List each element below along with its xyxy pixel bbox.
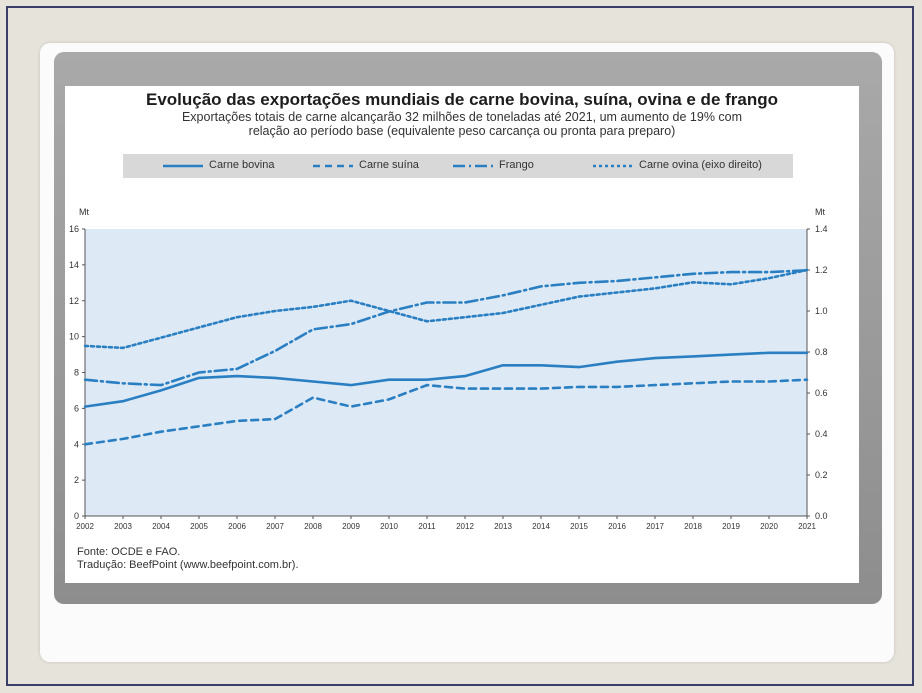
y-left-tick-label: 0 bbox=[74, 511, 79, 521]
source-line-2: Tradução: BeefPoint (www.beefpoint.com.b… bbox=[77, 559, 299, 571]
legend-label-carne-bovina: Carne bovina bbox=[209, 159, 275, 171]
y-right-tick-label: 0.8 bbox=[815, 347, 828, 357]
y-right-tick-label: 0.6 bbox=[815, 388, 828, 398]
x-tick-label: 2009 bbox=[342, 522, 360, 531]
chart-title: Evolução das exportações mundiais de car… bbox=[145, 90, 779, 109]
y-right-tick-label: 1.0 bbox=[815, 306, 828, 316]
x-tick-label: 2003 bbox=[114, 522, 132, 531]
x-tick-label: 2012 bbox=[456, 522, 474, 531]
y-right-tick-label: 0.0 bbox=[815, 511, 828, 521]
x-tick-label: 2018 bbox=[684, 522, 702, 531]
x-tick-label: 2020 bbox=[760, 522, 778, 531]
y-left-tick-label: 4 bbox=[74, 439, 79, 449]
x-tick-label: 2021 bbox=[798, 522, 816, 531]
chart-subtitle-line-2: relação ao período base (equivalente pes… bbox=[248, 124, 676, 138]
chart-subtitle: Exportações totais de carne alcançarão 3… bbox=[65, 110, 859, 138]
x-tick-label: 2017 bbox=[646, 522, 664, 531]
x-tick-label: 2010 bbox=[380, 522, 398, 531]
x-tick-label: 2008 bbox=[304, 522, 322, 531]
x-tick-label: 2014 bbox=[532, 522, 550, 531]
x-tick-label: 2006 bbox=[228, 522, 246, 531]
chart-legend: Carne bovina Carne suína Frango Carne ov… bbox=[123, 154, 793, 178]
x-tick-label: 2002 bbox=[76, 522, 94, 531]
legend-swatch-carne-suina bbox=[313, 164, 353, 168]
y-left-tick-label: 12 bbox=[69, 296, 79, 306]
legend-label-carne-ovina: Carne ovina (eixo direito) bbox=[639, 159, 762, 171]
x-tick-label: 2004 bbox=[152, 522, 170, 531]
y-left-tick-label: 6 bbox=[74, 403, 79, 413]
legend-label-carne-suina: Carne suína bbox=[359, 159, 419, 171]
y-axis-left-unit: Mt bbox=[79, 207, 89, 217]
plot-area bbox=[85, 229, 807, 516]
x-tick-label: 2019 bbox=[722, 522, 740, 531]
y-left-tick-label: 2 bbox=[74, 475, 79, 485]
legend-swatch-frango bbox=[453, 164, 493, 168]
chart-source: Fonte: OCDE e FAO. Tradução: BeefPoint (… bbox=[77, 546, 299, 572]
series-line-3 bbox=[83, 269, 809, 387]
x-tick-label: 2015 bbox=[570, 522, 588, 531]
legend-swatch-carne-ovina bbox=[593, 164, 633, 168]
y-right-tick-label: 1.4 bbox=[815, 224, 828, 234]
series-line-1 bbox=[83, 351, 809, 408]
chart-image: Evolução das exportações mundiais de car… bbox=[65, 86, 859, 583]
line-chart: Mt Mt 0 2 4 6 8 10 12 14 16 0.0 0.2 0.4 0.6 0.8 1.0 1.2 1.… bbox=[69, 207, 828, 531]
x-tick-label: 2005 bbox=[190, 522, 208, 531]
x-tick-label: 2013 bbox=[494, 522, 512, 531]
x-tick-label: 2016 bbox=[608, 522, 626, 531]
y-left-tick-label: 8 bbox=[74, 368, 79, 378]
x-tick-label: 2007 bbox=[266, 522, 284, 531]
x-tick-label: 2011 bbox=[418, 522, 436, 531]
legend-label-frango: Frango bbox=[499, 159, 534, 171]
y-left-tick-label: 10 bbox=[69, 332, 79, 342]
legend-swatch-carne-bovina bbox=[163, 164, 203, 168]
series-line-4 bbox=[83, 268, 809, 350]
y-right-tick-label: 1.2 bbox=[815, 265, 828, 275]
y-right-tick-label: 0.4 bbox=[815, 429, 828, 439]
y-right-tick-label: 0.2 bbox=[815, 470, 828, 480]
y-left-tick-label: 14 bbox=[69, 260, 79, 270]
y-axis-right-unit: Mt bbox=[815, 207, 825, 217]
series-line-2 bbox=[83, 378, 809, 446]
y-left-tick-label: 16 bbox=[69, 224, 79, 234]
chart-subtitle-line-1: Exportações totais de carne alcançarão 3… bbox=[181, 110, 743, 124]
source-line-1: Fonte: OCDE e FAO. bbox=[77, 546, 181, 558]
